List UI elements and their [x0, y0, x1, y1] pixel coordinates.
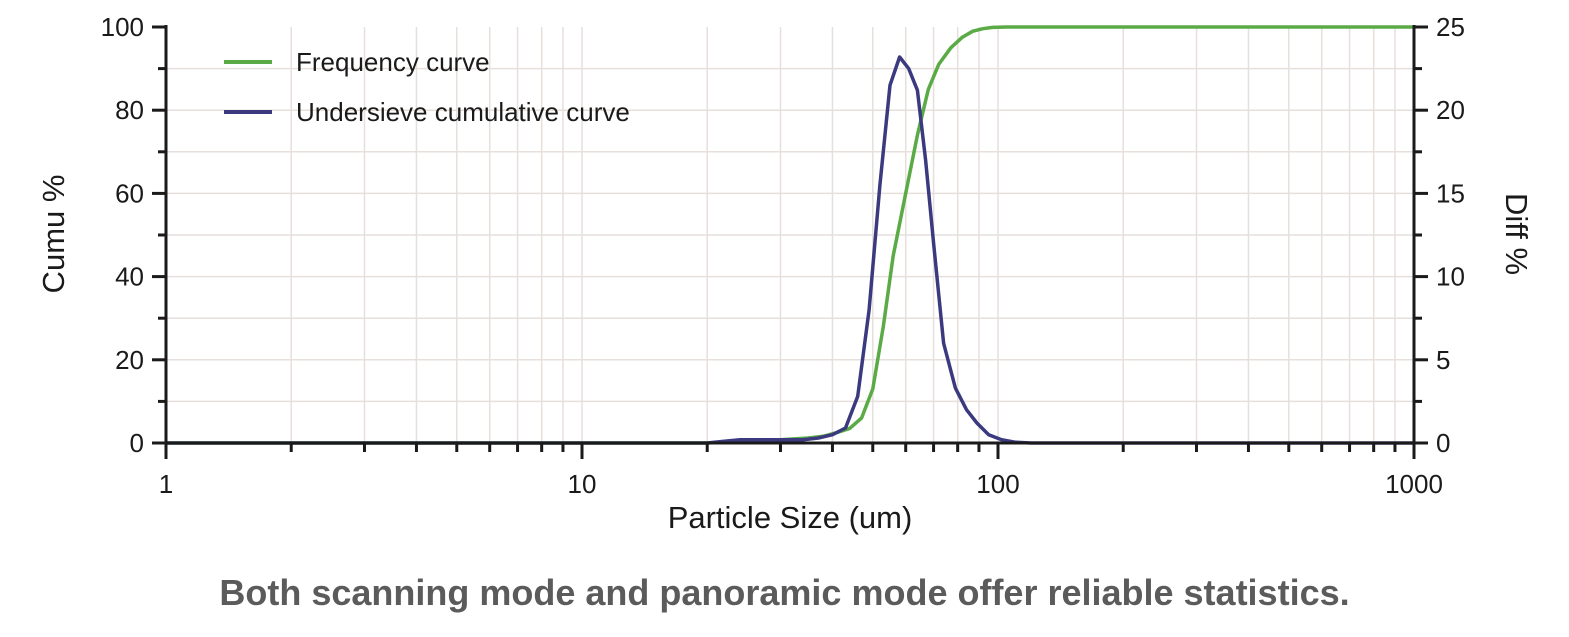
y-tick-label: 0 — [130, 428, 144, 458]
legend-label-undersieve-cumulative-curve: Undersieve cumulative curve — [296, 97, 630, 127]
x-tick-label: 10 — [568, 469, 597, 499]
x-tick-label: 1000 — [1385, 469, 1443, 499]
y2-tick-label: 15 — [1436, 178, 1465, 208]
legend: Frequency curve Undersieve cumulative cu… — [224, 47, 630, 127]
x-axis-title: Particle Size (um) — [668, 500, 913, 535]
y-axis-title: Cumu % — [36, 175, 71, 294]
axes-layer — [152, 25, 1428, 459]
y2-tick-label: 0 — [1436, 428, 1450, 458]
y2-axis-title: Diff % — [1499, 193, 1534, 275]
y2-tick-label: 25 — [1436, 12, 1465, 42]
legend-label-frequency-curve: Frequency curve — [296, 47, 490, 77]
grid-major-lines — [166, 67, 1414, 403]
figure-caption: Both scanning mode and panoramic mode of… — [219, 572, 1350, 613]
y2-tick-label: 20 — [1436, 95, 1465, 125]
series-layer — [164, 25, 1416, 445]
x-tick-label: 1 — [159, 469, 173, 499]
y-tick-label: 60 — [115, 178, 144, 208]
y-tick-label: 20 — [115, 345, 144, 375]
y2-tick-label: 5 — [1436, 345, 1450, 375]
y2-tick-label: 10 — [1436, 262, 1465, 292]
x-tick-label: 100 — [976, 469, 1019, 499]
series-line-undersieve-cumulative-curve — [164, 55, 1416, 445]
y-tick-label: 80 — [115, 95, 144, 125]
y-tick-label: 100 — [101, 12, 144, 42]
y-tick-label: 40 — [115, 262, 144, 292]
